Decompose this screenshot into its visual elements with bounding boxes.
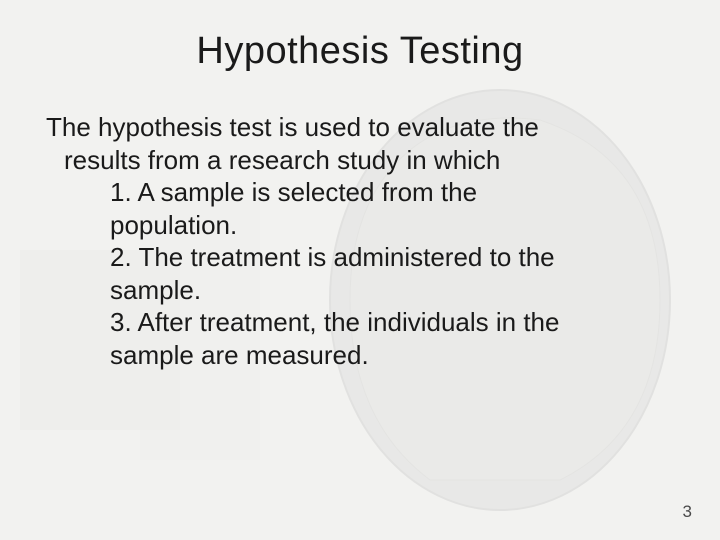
list-item-3-line2: sample are measured. <box>40 339 680 372</box>
intro-line-2: results from a research study in which <box>40 144 680 177</box>
list-item-1-line2: population. <box>40 209 680 242</box>
list-item-3-line1: 3. After treatment, the individuals in t… <box>40 306 680 339</box>
slide-title: Hypothesis Testing <box>40 30 680 73</box>
list-item-2-line1: 2. The treatment is administered to the <box>40 241 680 274</box>
list-item-2-line2: sample. <box>40 274 680 307</box>
list-item-1-line1: 1. A sample is selected from the <box>40 176 680 209</box>
slide-container: Hypothesis Testing The hypothesis test i… <box>0 0 720 540</box>
slide-body: The hypothesis test is used to evaluate … <box>40 111 680 371</box>
page-number: 3 <box>683 502 692 522</box>
intro-line-1: The hypothesis test is used to evaluate … <box>40 111 680 144</box>
